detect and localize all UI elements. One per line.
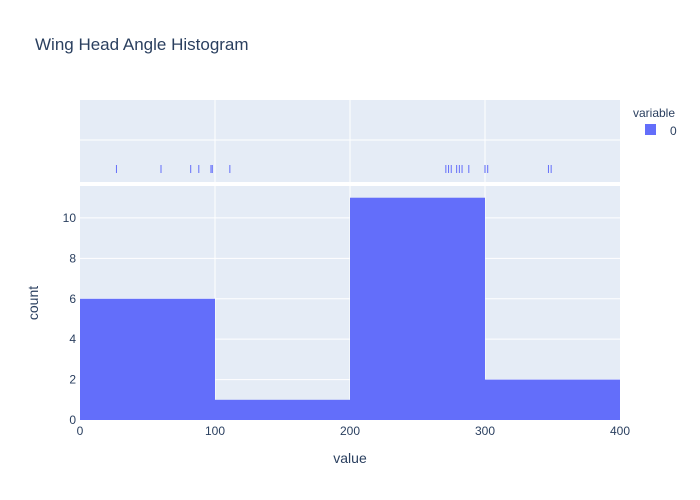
y-tick-label: 10	[63, 211, 77, 225]
y-tick-label: 2	[69, 373, 76, 387]
legend-item-label[interactable]: 0	[670, 124, 677, 138]
y-tick-label: 4	[69, 332, 76, 346]
x-tick-label: 300	[475, 424, 495, 438]
histogram-bar[interactable]	[485, 379, 620, 420]
x-axis-ticks: 0 100 200 300 400	[77, 424, 631, 438]
x-tick-label: 400	[610, 424, 630, 438]
x-tick-label: 0	[77, 424, 84, 438]
legend: variable 0	[633, 106, 677, 138]
y-axis-label: count	[25, 286, 41, 320]
x-tick-label: 200	[340, 424, 360, 438]
histogram-bar[interactable]	[80, 298, 215, 420]
histogram-bar[interactable]	[215, 399, 350, 420]
rug-marks	[115, 165, 552, 173]
y-axis-ticks: 0 2 4 6 8 10	[63, 211, 77, 427]
chart-title: Wing Head Angle Histogram	[35, 35, 249, 54]
legend-title: variable	[633, 106, 675, 120]
legend-swatch[interactable]	[645, 124, 656, 135]
y-tick-label: 6	[69, 292, 76, 306]
y-tick-label: 8	[69, 251, 76, 265]
histogram-bar[interactable]	[350, 197, 485, 420]
x-axis-label: value	[333, 450, 367, 466]
histogram-bars	[80, 197, 620, 420]
y-tick-label: 0	[69, 413, 76, 427]
x-tick-label: 100	[205, 424, 225, 438]
rug-gridlines	[80, 100, 620, 182]
